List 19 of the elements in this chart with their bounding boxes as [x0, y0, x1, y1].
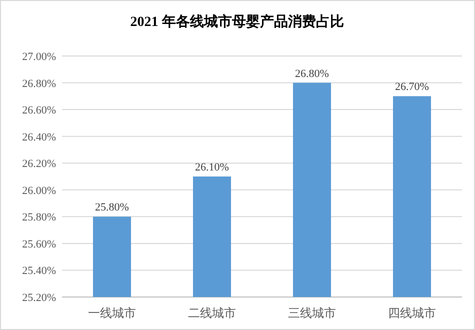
y-tick-label: 25.80%: [22, 212, 56, 224]
y-tick-label: 25.40%: [22, 265, 56, 278]
x-tick-label: 二线城市: [188, 306, 236, 320]
data-label: 26.80%: [295, 68, 329, 80]
y-tick-label: 26.60%: [22, 104, 56, 117]
x-tick-label: 三线城市: [288, 306, 336, 320]
y-tick-label: 26.40%: [22, 131, 56, 144]
data-label: 25.80%: [95, 202, 129, 214]
y-tick-label: 25.60%: [22, 238, 56, 250]
x-tick-label: 四线城市: [388, 306, 436, 320]
y-tick-label: 26.80%: [22, 78, 56, 90]
y-tick-label: 27.00%: [22, 51, 56, 63]
data-label: 26.70%: [395, 81, 429, 94]
x-tick-label: 一线城市: [88, 306, 136, 320]
y-tick-label: 25.20%: [22, 292, 56, 304]
chart-title: 2021 年各线城市母婴产品消费占比: [130, 13, 344, 30]
data-label: 26.10%: [195, 162, 229, 174]
y-tick-label: 26.20%: [22, 158, 56, 170]
y-tick-label: 26.00%: [22, 184, 56, 197]
